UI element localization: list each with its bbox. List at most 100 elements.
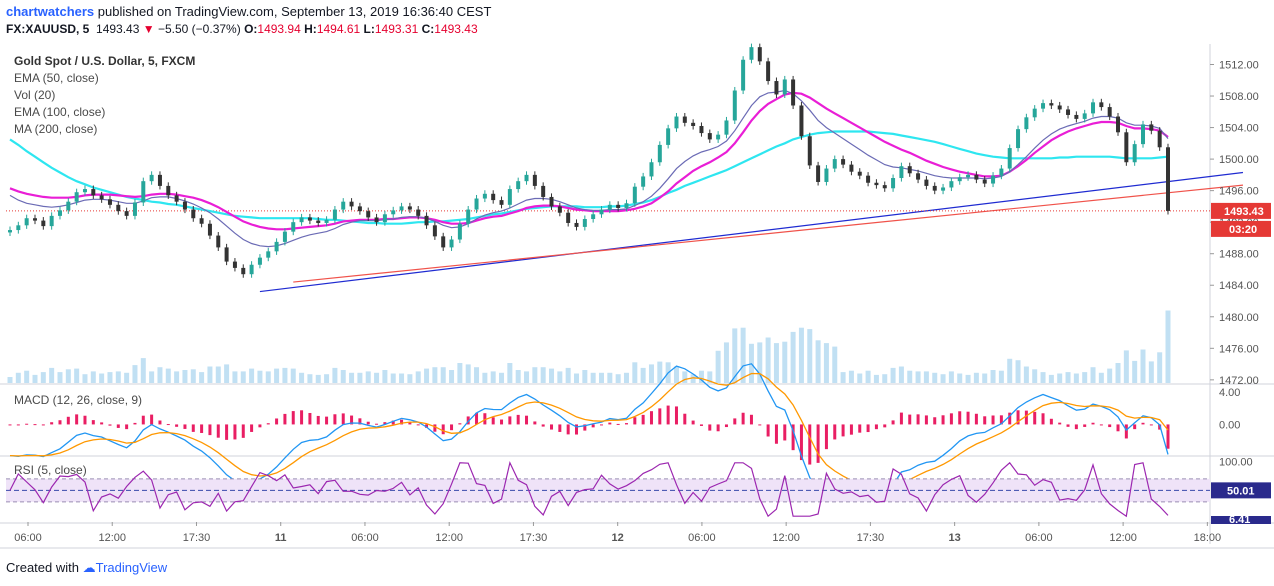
- macd-histogram-bar: [558, 424, 562, 432]
- last-price-tag-label: 1493.43: [1224, 206, 1264, 218]
- macd-histogram-bar: [741, 412, 745, 425]
- volume-bar: [982, 373, 988, 383]
- candle-body: [982, 179, 987, 184]
- macd-histogram-bar: [1049, 418, 1053, 425]
- macd-histogram-bar: [275, 418, 279, 425]
- volume-bar: [32, 374, 38, 383]
- macd-histogram-bar: [591, 424, 595, 428]
- macd-histogram-bar: [566, 424, 570, 435]
- candle-body: [991, 175, 996, 184]
- candle-body: [1057, 105, 1062, 110]
- macd-histogram-bar: [608, 422, 612, 425]
- volume-bar: [782, 341, 788, 383]
- macd-histogram-bar: [75, 414, 79, 425]
- macd-histogram-bar: [758, 424, 762, 426]
- rsi-low-tag: [1211, 516, 1271, 524]
- candle-body: [916, 173, 921, 180]
- legend-ema100[interactable]: EMA (100, close): [14, 105, 106, 119]
- time-tick-label: 06:00: [14, 532, 42, 544]
- macd-histogram-bar: [866, 424, 870, 433]
- candle-body: [607, 204, 612, 210]
- volume-bar: [940, 374, 946, 383]
- volume-bar: [1007, 358, 1013, 383]
- volume-bar: [1032, 369, 1038, 383]
- macd-histogram-bar: [41, 424, 45, 426]
- macd-histogram-bar: [33, 424, 37, 426]
- candle-body: [199, 218, 204, 224]
- candle-body: [799, 105, 804, 137]
- macd-label[interactable]: MACD (12, 26, close, 9): [14, 393, 143, 407]
- rsi-value-label: 50.01: [1227, 485, 1255, 497]
- price-tick-label: 1480.00: [1219, 312, 1259, 324]
- macd-histogram-bar: [258, 424, 262, 428]
- macd-histogram-bar: [933, 417, 937, 425]
- volume-bar: [415, 371, 421, 383]
- time-tick-label: 17:30: [520, 532, 548, 544]
- volume-bar: [240, 371, 246, 383]
- volume-bar: [249, 368, 255, 383]
- macd-histogram-bar: [441, 424, 445, 435]
- volume-bar: [865, 370, 871, 383]
- candle-body: [957, 177, 962, 182]
- tradingview-brand[interactable]: TradingView: [95, 560, 168, 575]
- volume-bar: [265, 371, 271, 383]
- candle-body: [232, 261, 237, 268]
- volume-bar: [1157, 352, 1163, 383]
- macd-histogram-bar: [624, 423, 628, 425]
- price-tick-label: 1504.00: [1219, 123, 1259, 135]
- volume-bar: [499, 372, 505, 383]
- publish-header: chartwatchers published on TradingView.c…: [6, 4, 491, 19]
- candle-body: [1074, 114, 1079, 119]
- macd-histogram-bar: [599, 424, 603, 426]
- macd-histogram-bar: [674, 406, 678, 425]
- time-tick-label: 18:00: [1194, 532, 1222, 544]
- macd-histogram-bar: [575, 424, 579, 435]
- time-tick-label: 12:00: [1109, 532, 1137, 544]
- volume-bar: [49, 367, 55, 383]
- volume-bar: [57, 372, 63, 383]
- tradingview-logo-icon[interactable]: ☁: [82, 560, 96, 575]
- candle-body: [474, 198, 479, 210]
- volume-bar: [207, 366, 213, 383]
- close-value: 1493.43: [434, 22, 478, 36]
- volume-bar: [382, 370, 388, 383]
- volume-bar: [590, 372, 596, 383]
- volume-bar: [557, 371, 563, 383]
- macd-histogram-bar: [91, 420, 95, 425]
- candle-body: [574, 222, 579, 227]
- volume-bar: [890, 367, 896, 383]
- rsi-tick-label: 100.00: [1219, 457, 1253, 469]
- macd-histogram-bar: [966, 411, 970, 425]
- volume-bar: [1023, 366, 1029, 383]
- author-link[interactable]: chartwatchers: [6, 4, 95, 19]
- volume-bar: [365, 371, 371, 383]
- volume-bar: [923, 371, 929, 383]
- candle-body: [391, 210, 396, 215]
- rsi-value-tag: [1211, 482, 1271, 499]
- candle-body: [66, 201, 71, 211]
- candle-body: [624, 203, 629, 208]
- legend-vol[interactable]: Vol (20): [14, 88, 56, 102]
- candlestick-series: [8, 43, 1170, 278]
- volume-bar: [798, 327, 804, 383]
- volume-histogram: [7, 310, 1171, 383]
- legend-ma200[interactable]: MA (200, close): [14, 122, 98, 136]
- macd-histogram-bar: [1116, 424, 1120, 432]
- candle-body: [591, 214, 596, 220]
- volume-bar: [957, 373, 963, 383]
- macd-histogram-bar: [1149, 424, 1153, 426]
- volume-bar: [1165, 310, 1171, 383]
- volume-bar: [1073, 373, 1079, 383]
- macd-histogram-bar: [83, 415, 87, 425]
- volume-bar: [1132, 360, 1138, 383]
- countdown-label: 03:20: [1229, 224, 1257, 236]
- macd-histogram-bar: [541, 424, 545, 427]
- legend-ema50[interactable]: EMA (50, close): [14, 71, 99, 85]
- candle-body: [782, 79, 787, 95]
- rsi-label[interactable]: RSI (5, close): [14, 463, 87, 477]
- time-tick-label: 12:00: [772, 532, 800, 544]
- candle-body: [849, 164, 854, 172]
- volume-bar: [282, 367, 288, 383]
- macd-histogram-bar: [358, 418, 362, 425]
- volume-bar: [490, 371, 496, 383]
